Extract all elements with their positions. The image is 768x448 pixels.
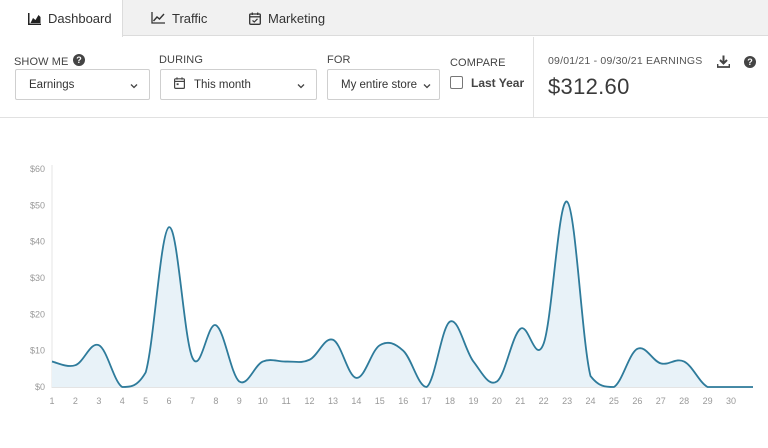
y-tick-label: $10	[30, 346, 45, 356]
x-tick-label: 1	[49, 396, 54, 406]
earnings-area-chart: $0$10$20$30$40$50$601 2 3 4 5 6 7 8 9 10 11 12 13 14 1…	[30, 164, 753, 406]
show-me-label-text: SHOW ME	[14, 55, 69, 68]
x-tick-label: 19	[468, 396, 478, 406]
svg-text:?: ?	[77, 55, 83, 65]
line-chart-icon	[151, 12, 165, 24]
series-line	[51, 200, 753, 388]
series-area-fill	[52, 201, 753, 387]
x-tick-label: 25	[609, 396, 619, 406]
for-label: FOR	[327, 54, 351, 66]
calendar-check-icon	[249, 12, 261, 25]
x-tick-label: 11	[281, 396, 290, 406]
tab-label: Traffic	[172, 10, 208, 26]
tab-bar: Dashboard Traffic Marketing	[0, 0, 768, 37]
show-me-value: Earnings	[29, 78, 75, 91]
show-me-label: SHOW ME ?	[14, 54, 86, 69]
x-tick-label: 8	[213, 396, 218, 406]
x-tick-label: 10	[258, 396, 268, 406]
chevron-down-icon	[297, 80, 305, 92]
x-tick-label: 7	[190, 396, 195, 406]
x-tick-label: 14	[351, 396, 361, 406]
during-select[interactable]: This month	[160, 69, 317, 100]
tab-dashboard[interactable]: Dashboard	[0, 0, 123, 37]
x-tick-label: 18	[445, 396, 455, 406]
x-tick-label: 6	[167, 396, 172, 406]
y-tick-label: $40	[30, 237, 45, 247]
chart-area-icon	[28, 12, 41, 25]
help-icon[interactable]: ?	[73, 54, 86, 69]
x-tick-label: 21	[515, 396, 525, 406]
earnings-chart: $0 $10 $20 $30 $40 $50 $60 1 2 3 4 5 6 7 8 9 10 11 12 13 14 1…	[0, 119, 768, 448]
store-select[interactable]: My entire store	[327, 69, 440, 100]
divider	[533, 37, 534, 118]
compare-checkbox-label[interactable]: Last Year	[471, 76, 525, 90]
svg-text:?: ?	[747, 57, 753, 67]
x-tick-label: 15	[375, 396, 385, 406]
compare-checkbox[interactable]	[450, 76, 463, 89]
y-tick-label: $0	[35, 382, 45, 392]
x-tick-label: 23	[562, 396, 572, 406]
x-tick-label: 29	[703, 396, 713, 406]
y-tick-label: $50	[30, 200, 45, 210]
x-tick-label: 26	[632, 396, 642, 406]
earnings-period-label: 09/01/21 - 09/30/21 EARNINGS	[548, 55, 703, 67]
download-icon[interactable]	[716, 55, 731, 73]
tab-traffic[interactable]: Traffic	[123, 0, 221, 36]
x-tick-label: 24	[586, 396, 596, 406]
x-tick-label: 5	[143, 396, 148, 406]
earnings-total: $312.60	[548, 74, 630, 99]
y-tick-label: $20	[30, 309, 45, 319]
x-tick-label: 28	[679, 396, 689, 406]
calendar-icon	[174, 77, 186, 92]
x-tick-label: 27	[656, 396, 666, 406]
x-tick-label: 17	[422, 396, 432, 406]
x-tick-label: 4	[120, 396, 125, 406]
tab-label: Marketing	[268, 10, 326, 26]
during-value: This month	[194, 78, 251, 91]
y-tick-label: $30	[30, 273, 45, 283]
y-tick-label: $60	[30, 164, 45, 174]
x-tick-label: 3	[96, 396, 101, 406]
x-tick-label: 30	[726, 396, 736, 406]
x-tick-label: 12	[305, 396, 315, 406]
x-tick-label: 16	[398, 396, 408, 406]
tab-label: Dashboard	[48, 11, 112, 26]
during-label: DURING	[159, 54, 203, 66]
compare-label: COMPARE	[450, 57, 506, 69]
chevron-down-icon	[130, 80, 138, 92]
x-tick-label: 20	[492, 396, 502, 406]
tab-marketing[interactable]: Marketing	[221, 0, 336, 36]
x-tick-label: 9	[237, 396, 242, 406]
show-me-select[interactable]: Earnings	[15, 69, 150, 100]
x-tick-label: 22	[539, 396, 549, 406]
x-tick-label: 2	[73, 396, 78, 406]
store-value: My entire store	[341, 78, 418, 91]
x-tick-label: 13	[328, 396, 338, 406]
chevron-down-icon	[423, 80, 431, 92]
help-icon[interactable]: ?	[744, 55, 756, 73]
filter-row: SHOW ME ? Earnings DURING This month FOR…	[0, 37, 768, 118]
